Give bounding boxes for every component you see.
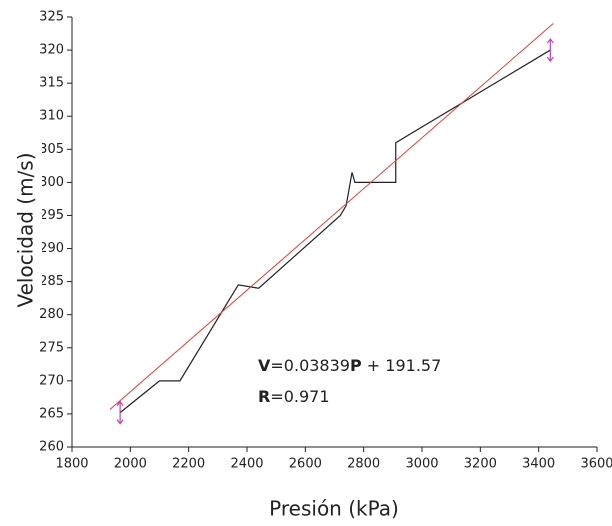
y-tick-label: 285: [39, 274, 64, 289]
y-axis-label: Velocidad (m/s): [14, 152, 38, 307]
annotation-part: P: [350, 356, 362, 375]
annotation: R=0.971: [258, 387, 330, 406]
x-tick-label: 3200: [464, 457, 497, 472]
x-tick-label: 3600: [580, 457, 612, 472]
error-glyph: [546, 38, 554, 63]
annotation-part: =0.03839: [270, 356, 350, 375]
error-glyph: [116, 400, 124, 425]
annotation: V=0.03839P + 191.57: [258, 356, 441, 375]
x-tick-label: 3000: [405, 457, 438, 472]
annotation-part: + 191.57: [362, 356, 442, 375]
x-tick-label: 2800: [347, 457, 380, 472]
y-tick-label: 310: [39, 109, 64, 124]
series-line: [109, 23, 554, 410]
y-tick-label: 260: [39, 440, 64, 455]
annotation-part: R: [258, 387, 270, 406]
x-axis-label: Presión (kPa): [269, 497, 399, 521]
x-tick-label: 2600: [289, 457, 322, 472]
y-tick-label: 275: [39, 340, 64, 355]
y-tick-label: 280: [39, 307, 64, 322]
series-line: [119, 49, 551, 414]
y-tick-label: 305: [39, 142, 64, 157]
x-tick-label: 3400: [522, 457, 555, 472]
y-label-bg: [10, 140, 42, 305]
y-tick-label: 325: [39, 10, 64, 25]
y-tick-label: 265: [39, 406, 64, 421]
x-tick-label: 1800: [55, 457, 88, 472]
y-tick-label: 290: [39, 241, 64, 256]
x-tick-label: 2400: [230, 457, 263, 472]
annotation-part: =0.971: [270, 387, 329, 406]
annotation-part: V: [258, 356, 271, 375]
y-tick-label: 295: [39, 208, 64, 223]
y-tick-label: 300: [39, 175, 64, 190]
x-tick-label: 2000: [114, 457, 147, 472]
y-tick-label: 320: [39, 43, 64, 58]
y-tick-label: 270: [39, 373, 64, 388]
y-tick-label: 315: [39, 76, 64, 91]
x-tick-label: 2200: [172, 457, 205, 472]
